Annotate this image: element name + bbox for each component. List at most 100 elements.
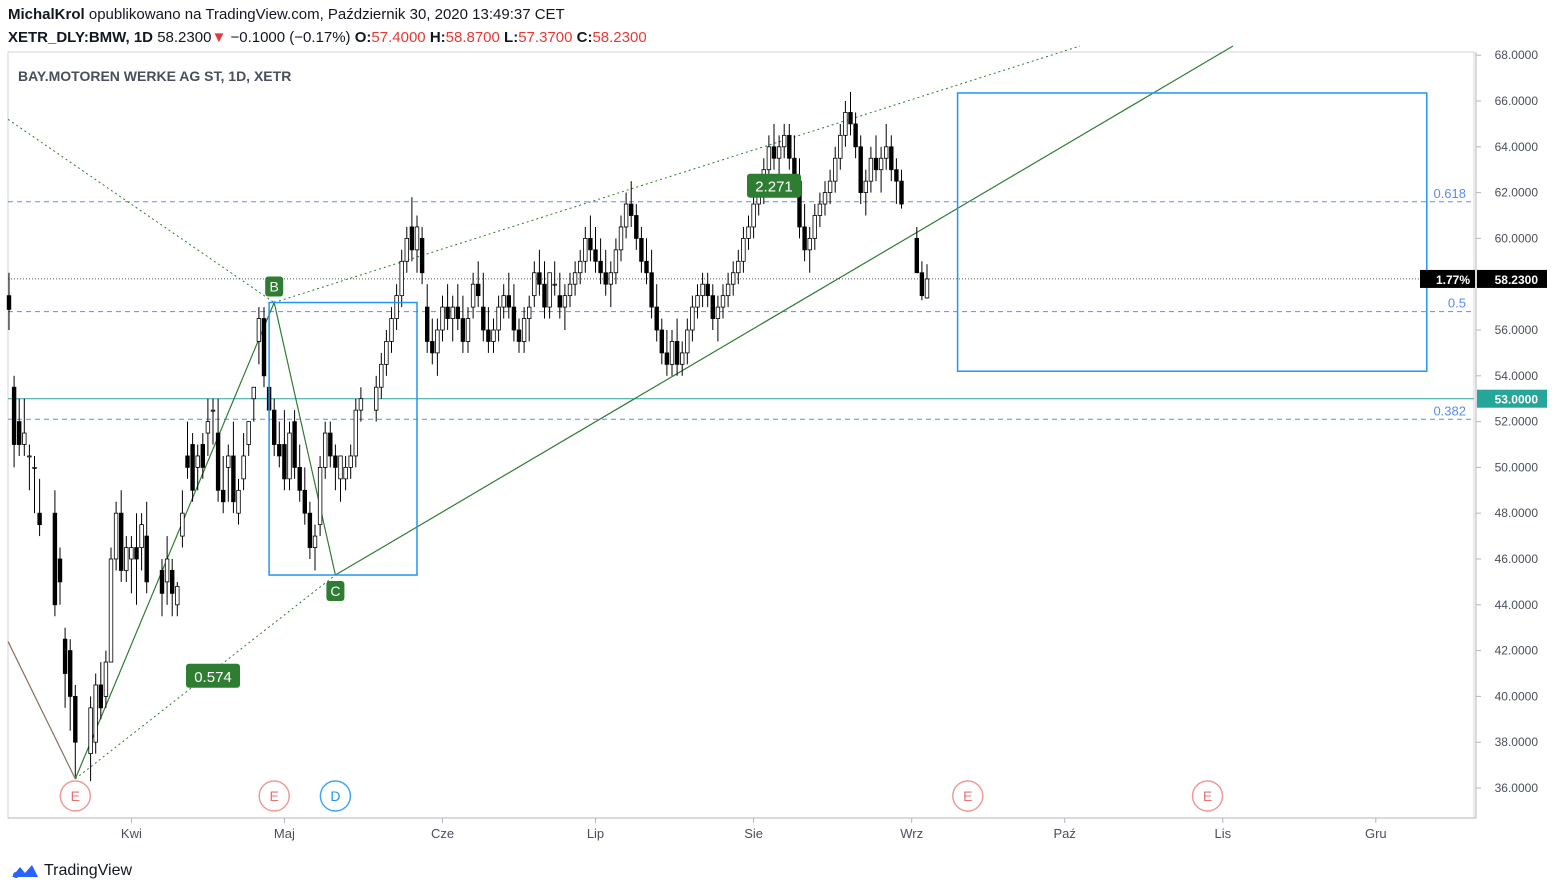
- candle: [317, 455, 323, 537]
- candle-body: [312, 535, 318, 548]
- candle: [715, 295, 721, 342]
- candle-body: [108, 558, 114, 663]
- candle: [690, 295, 695, 342]
- publish-info: MichalKrol opublikowano na TradingView.c…: [8, 6, 565, 23]
- candle-body: [231, 455, 236, 503]
- candle-body: [6, 295, 12, 310]
- candle-body: [710, 295, 715, 319]
- candle-body: [572, 272, 578, 285]
- candle-body: [62, 638, 68, 674]
- candle: [93, 673, 98, 754]
- candle-body: [32, 466, 37, 469]
- candle-body: [465, 318, 471, 342]
- earnings-marker-icon: [952, 780, 984, 812]
- candle: [373, 375, 379, 422]
- candle-body: [583, 237, 588, 262]
- candle-body: [57, 558, 63, 583]
- support-price-label: 53.0000: [1495, 393, 1539, 407]
- candle: [210, 398, 216, 445]
- candle: [537, 249, 542, 296]
- candle-body: [537, 272, 542, 285]
- candle: [338, 455, 343, 502]
- x-tick-label: Lip: [587, 826, 604, 841]
- candle: [853, 112, 858, 159]
- candle-body: [664, 352, 670, 365]
- candle: [119, 490, 124, 582]
- candle: [88, 696, 93, 782]
- candle: [6, 272, 12, 330]
- point-label-b: B: [270, 279, 279, 295]
- candle-body: [593, 249, 598, 262]
- candle-body: [134, 547, 139, 560]
- candle-body: [205, 421, 211, 434]
- candle-body: [511, 306, 517, 331]
- candle: [27, 444, 32, 491]
- candle: [287, 421, 292, 491]
- y-tick-label: 48.0000: [1495, 506, 1539, 520]
- candle-body: [542, 283, 547, 308]
- candle-body: [873, 157, 879, 171]
- candle-body: [185, 455, 190, 468]
- author-name[interactable]: MichalKrol: [8, 6, 85, 23]
- candle: [771, 123, 777, 170]
- candle-body: [899, 180, 904, 205]
- candle-body: [195, 455, 200, 468]
- candle: [843, 101, 848, 147]
- candle: [741, 226, 746, 273]
- candle-body: [455, 306, 460, 319]
- candle-body: [180, 512, 185, 537]
- candle-body: [113, 512, 119, 560]
- candle-body: [16, 421, 22, 445]
- candle-body: [271, 409, 277, 445]
- candle: [195, 444, 200, 491]
- candle-body: [68, 650, 73, 697]
- last-percent-tag: [1420, 269, 1475, 288]
- candle-body: [496, 306, 501, 331]
- candle: [190, 433, 195, 502]
- candle: [924, 264, 930, 299]
- candle: [246, 421, 251, 456]
- candle-body: [144, 535, 149, 583]
- candle: [608, 261, 613, 308]
- candle: [863, 169, 868, 216]
- candle-body: [164, 558, 170, 583]
- x-tick-label: Cze: [431, 826, 454, 841]
- candle-body: [889, 146, 894, 171]
- candle-body: [404, 237, 409, 262]
- candle-body: [720, 295, 726, 308]
- candle: [113, 501, 119, 571]
- candle: [532, 261, 537, 308]
- candle: [343, 455, 348, 491]
- candle-body: [282, 444, 287, 480]
- candle-body: [103, 661, 109, 697]
- candle: [598, 238, 603, 285]
- candle: [833, 146, 838, 193]
- earnings-marker-label: E: [1203, 788, 1212, 804]
- symbol-label: XETR_DLY:BMW, 1D: [8, 29, 154, 46]
- candle-body: [292, 421, 297, 468]
- candle-body: [817, 203, 823, 216]
- ratio-label-bg: [747, 173, 801, 198]
- candle-body: [93, 684, 98, 743]
- candle: [710, 284, 715, 330]
- candle-body: [751, 203, 756, 228]
- candle: [746, 215, 751, 250]
- chart-title: BAY.MOTOREN WERKE AG ST, 1D, XETR: [18, 68, 291, 84]
- candle: [486, 307, 491, 353]
- candle-body: [491, 329, 496, 342]
- candle: [481, 272, 486, 342]
- candle-body: [618, 226, 624, 251]
- candle: [629, 181, 634, 227]
- candle-body: [629, 203, 634, 216]
- fib-level-label: 0.618: [1433, 186, 1466, 201]
- candle-body: [317, 466, 323, 526]
- candle-body: [838, 134, 843, 159]
- tradingview-footer[interactable]: TradingView: [10, 861, 132, 881]
- candle-body: [562, 295, 568, 308]
- candle: [562, 284, 568, 330]
- candle-body: [868, 157, 874, 182]
- candle: [98, 662, 103, 720]
- candle: [470, 272, 476, 319]
- candle: [889, 135, 894, 182]
